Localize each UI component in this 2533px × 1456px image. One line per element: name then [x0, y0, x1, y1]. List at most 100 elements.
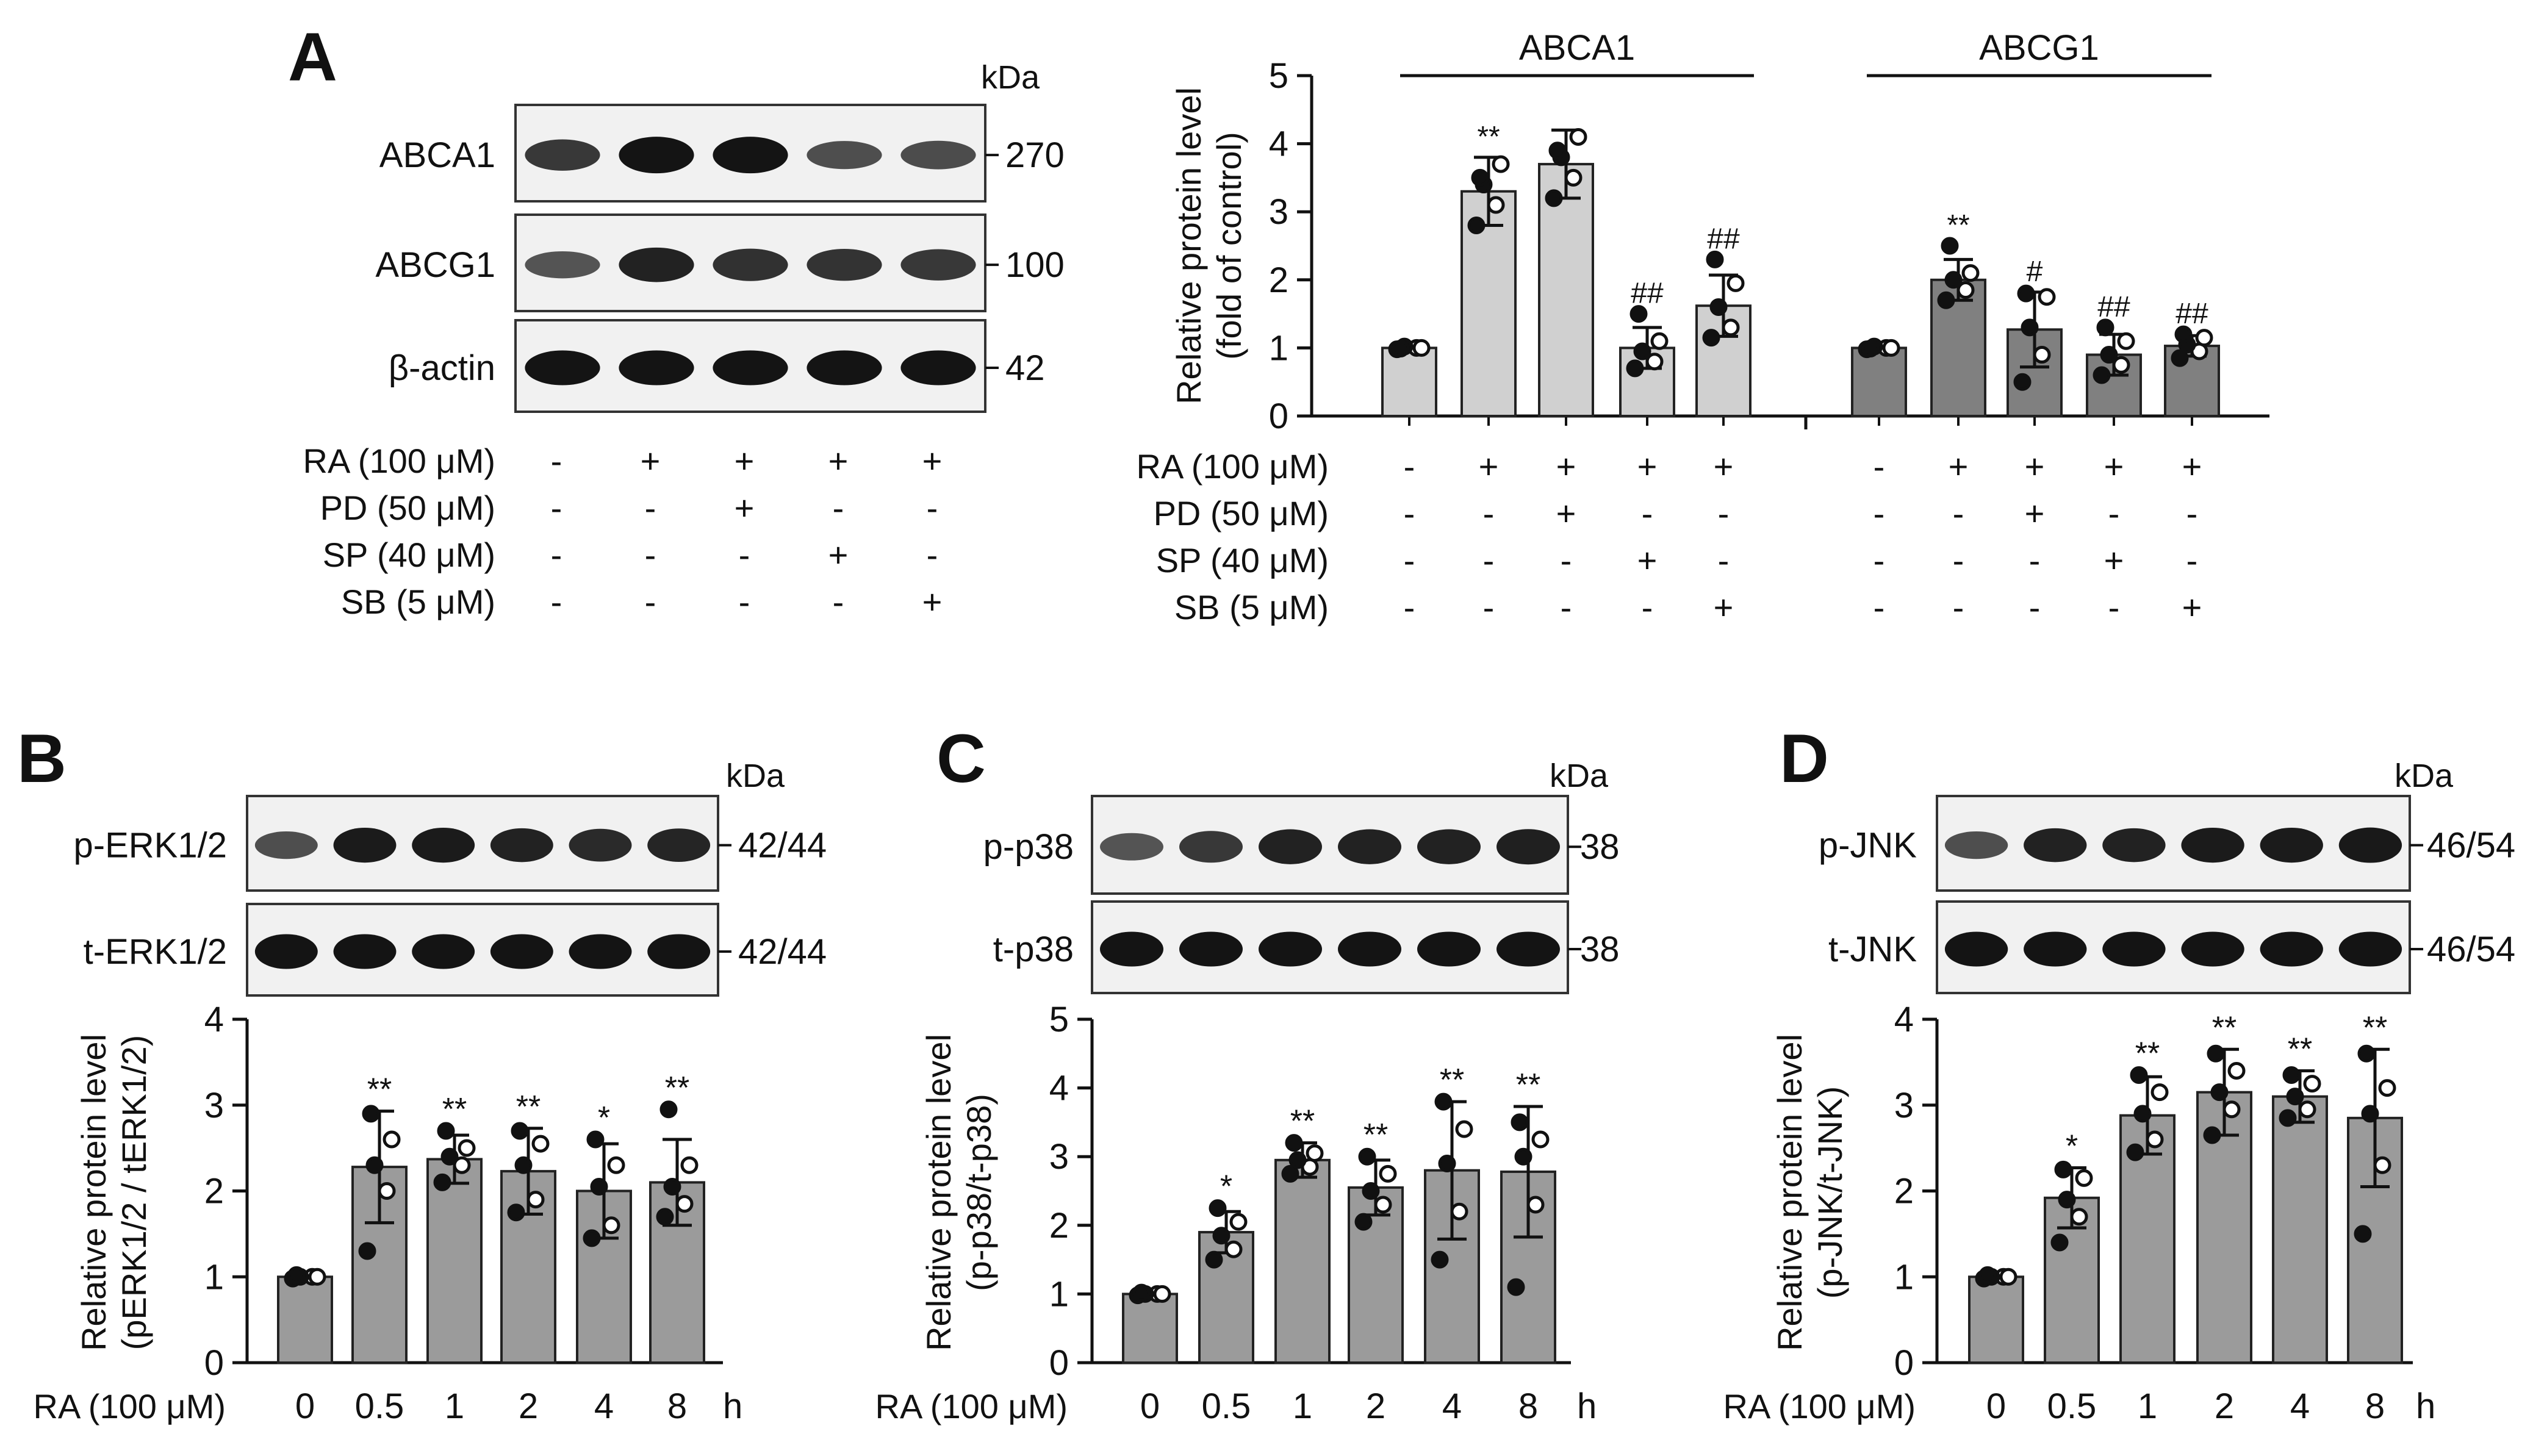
c-chart-data-point — [1431, 1250, 1449, 1269]
d-t-JNK-blot-frame — [1936, 900, 2411, 994]
a-chart-data-point — [1726, 274, 1745, 292]
d-chart-unit: h — [2416, 1386, 2435, 1426]
a-kda-label: kDa — [981, 59, 1040, 96]
c-chart-y-tick-label: 5 — [1049, 1000, 1069, 1039]
d-p-JNK-band — [1944, 831, 2008, 859]
d-t-JNK-band — [2338, 931, 2402, 967]
a-chart-treatment-sign: - — [1483, 588, 1495, 626]
d-chart-data-point — [1978, 1266, 1997, 1284]
d-chart-data-point — [2373, 1156, 2391, 1174]
b-chart-x-tick-label: 8 — [667, 1386, 687, 1426]
d-chart-data-point — [2203, 1126, 2221, 1144]
d-chart-data-point — [2050, 1233, 2069, 1252]
d-chart-data-point — [2150, 1083, 2169, 1102]
c-chart-data-point — [1354, 1213, 1373, 1231]
c-chart-data-point — [1153, 1285, 1171, 1303]
a-chart-data-point — [2171, 349, 2189, 367]
d-chart-data-point — [2126, 1143, 2144, 1161]
a-ABCA1-band — [525, 139, 600, 171]
c-chart-significance: * — [1220, 1169, 1232, 1205]
a-chart-data-point — [1471, 168, 1489, 187]
d-kda-label: kDa — [2395, 758, 2454, 794]
d-chart-significance: ** — [2363, 1010, 2387, 1045]
a-chart-treatment-sign: - — [1953, 494, 1964, 533]
a-chart-treatment-sign: + — [1637, 447, 1658, 486]
a-chart-data-point — [1650, 332, 1669, 350]
b-chart-data-point — [362, 1105, 380, 1123]
b-chart-data-point — [583, 1229, 601, 1247]
d-chart-data-point — [2361, 1105, 2379, 1123]
a-chart-data-point — [2174, 325, 2193, 343]
a-chart-significance: # — [2027, 256, 2043, 288]
a-β-actin-band — [713, 350, 788, 386]
a-chart-treatment-sign: - — [1404, 588, 1415, 626]
a-chart-treatment-label: RA (100 μM) — [1137, 447, 1329, 486]
c-p-p38-band — [1417, 829, 1481, 864]
a-chart-data-point — [2117, 332, 2135, 350]
c-chart-data-point — [1455, 1120, 1473, 1138]
a-blot-treatment-sign: - — [927, 489, 938, 527]
d-chart-data-point — [2286, 1088, 2304, 1106]
a-β-actin-band — [807, 350, 882, 386]
b-t-ERK1/2-band — [647, 934, 711, 969]
c-chart-unit: h — [1577, 1386, 1597, 1426]
b-p-ERK1/2-band — [254, 831, 318, 859]
d-chart-data-point — [2075, 1169, 2093, 1187]
d-chart-significance: ** — [2212, 1010, 2237, 1045]
c-t-p38-band — [1417, 931, 1481, 967]
a-blot-treatment-sign: - — [551, 442, 562, 480]
c-chart-data-point — [1224, 1240, 1243, 1258]
d-chart-x-tick-label: 8 — [2365, 1386, 2385, 1426]
a-chart-treatment-sign: - — [2186, 494, 2198, 533]
a-chart-treatment-sign: - — [1953, 588, 1964, 626]
d-chart-x-tick-label: 1 — [2138, 1386, 2157, 1426]
b-t-ERK1/2-band — [569, 934, 632, 969]
b-chart-y-label: Relative protein level(pERK1/2 / tERK1/2… — [74, 1034, 153, 1351]
b-p-ERK1/2-band — [647, 828, 711, 862]
a-chart-treatment-label: PD (50 μM) — [1154, 494, 1329, 533]
d-chart-data-point — [2207, 1044, 2225, 1063]
c-p-p38-band — [1179, 831, 1243, 863]
a-chart-treatment-sign: - — [1483, 494, 1495, 533]
a-blot-treatment-sign: - — [833, 583, 844, 621]
c-chart-data-point — [1438, 1154, 1456, 1172]
a-chart-treatment-sign: + — [1479, 447, 1499, 486]
a-chart-data-point — [1392, 340, 1410, 358]
a-chart-treatment-sign: - — [1874, 588, 1885, 626]
b-chart-x-tick-label: 1 — [445, 1386, 464, 1426]
a-chart-treatment-sign: + — [1637, 541, 1658, 579]
d-chart-y-label: Relative protein level(p-JNK/t-JNK) — [1770, 1034, 1849, 1351]
a-chart-bar — [1538, 163, 1594, 417]
b-t-ERK1/2-band — [490, 934, 553, 969]
a-β-actin-band — [900, 350, 976, 386]
d-t-JNK-band — [2102, 931, 2166, 967]
a-ABCA1-blot-label: ABCA1 — [379, 135, 495, 175]
c-chart-x-label: RA (100 μM) — [875, 1387, 1068, 1426]
panel-letter-d: D — [1780, 720, 1829, 797]
a-ABCA1-band — [807, 141, 882, 170]
a-chart-data-point — [1564, 168, 1583, 187]
b-chart-data-point — [453, 1156, 471, 1174]
panel-letter-a: A — [288, 19, 337, 95]
c-chart-x-tick-label: 0.5 — [1202, 1386, 1251, 1426]
d-t-JNK-band — [1944, 931, 2008, 967]
a-blot-treatment-sign: - — [645, 489, 656, 527]
b-p-ERK1/2-band — [569, 828, 632, 862]
a-chart-data-point — [1961, 264, 1980, 282]
a-chart-data-point — [2033, 346, 2051, 364]
c-chart-bar — [1122, 1293, 1178, 1364]
a-ABCA1-band — [619, 137, 694, 174]
b-p-ERK1/2-band — [412, 828, 475, 863]
a-ABCA1-band — [900, 140, 976, 170]
d-chart-data-point — [2378, 1079, 2396, 1097]
d-p-JNK-band — [2024, 828, 2087, 862]
c-chart-x-tick-label: 8 — [1518, 1386, 1538, 1426]
panel-letter-b: B — [17, 720, 66, 797]
a-chart-treatment-sign: - — [1404, 447, 1415, 486]
c-chart-data-point — [1285, 1134, 1303, 1152]
b-chart-data-point — [526, 1191, 545, 1209]
a-chart-y-tick-label: 4 — [1269, 124, 1288, 164]
d-chart-x-tick-label: 0 — [1986, 1386, 2006, 1426]
d-chart-data-point — [2130, 1066, 2148, 1084]
